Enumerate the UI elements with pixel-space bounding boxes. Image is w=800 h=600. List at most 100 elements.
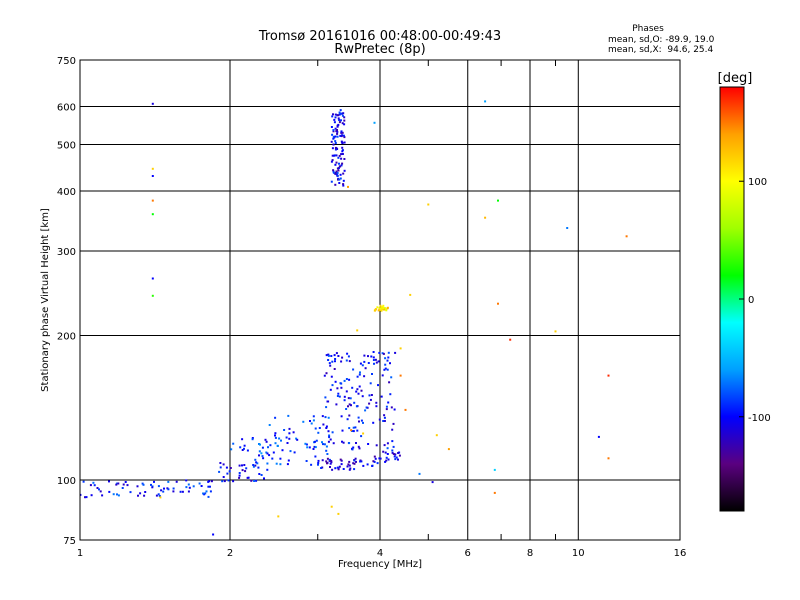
trace-point bbox=[334, 467, 337, 470]
trace-point bbox=[328, 458, 331, 461]
trace-point bbox=[321, 459, 324, 462]
trace-point bbox=[325, 406, 328, 409]
trace-point bbox=[115, 483, 118, 486]
trace-point bbox=[243, 464, 246, 466]
trace-point bbox=[362, 464, 365, 467]
trace-point bbox=[317, 462, 320, 464]
y-tick-label: 600 bbox=[57, 103, 76, 114]
trace-point bbox=[167, 480, 170, 483]
trace-point bbox=[96, 487, 99, 489]
trace-point bbox=[117, 494, 120, 497]
trace-point bbox=[325, 427, 328, 429]
trace-point bbox=[336, 466, 339, 469]
scatter-point bbox=[597, 435, 600, 438]
trace-point bbox=[372, 351, 375, 353]
trace-point bbox=[358, 447, 361, 450]
trace-point bbox=[287, 414, 290, 417]
trace-point bbox=[162, 490, 165, 493]
trace-point bbox=[334, 113, 337, 116]
trace-point bbox=[392, 445, 395, 448]
trace-point bbox=[338, 395, 341, 398]
trace-point bbox=[222, 476, 225, 478]
trace-point bbox=[326, 400, 329, 403]
scatter-point bbox=[356, 329, 359, 332]
trace-point bbox=[268, 454, 271, 457]
trace-point bbox=[342, 183, 345, 186]
trace-point bbox=[202, 492, 205, 495]
trace-point bbox=[351, 386, 354, 389]
trace-point bbox=[337, 117, 340, 120]
scatter-point bbox=[566, 227, 569, 229]
trace-point bbox=[272, 451, 275, 454]
trace-point bbox=[335, 154, 338, 157]
trace-point bbox=[327, 430, 330, 433]
trace-point bbox=[337, 468, 340, 471]
trace-point bbox=[378, 418, 381, 421]
chart-subtitle: RwPretec (8p) bbox=[334, 42, 425, 57]
trace-point bbox=[384, 460, 387, 463]
trace-point bbox=[347, 397, 350, 400]
trace-point bbox=[330, 375, 333, 378]
trace-point bbox=[333, 354, 336, 357]
trace-point bbox=[384, 363, 387, 366]
stats-x-mode: mean, sd,X: 94.6, 25.4 bbox=[608, 45, 714, 55]
trace-point bbox=[320, 467, 323, 469]
trace-point bbox=[343, 116, 346, 119]
trace-point bbox=[330, 355, 333, 357]
scatter-point bbox=[347, 185, 349, 188]
trace-point bbox=[338, 465, 341, 468]
trace-point bbox=[252, 464, 255, 466]
trace-point bbox=[312, 448, 315, 450]
trace-point bbox=[383, 368, 386, 371]
trace-point bbox=[365, 406, 368, 409]
trace-point bbox=[108, 490, 111, 493]
trace-point bbox=[348, 414, 351, 417]
trace-point bbox=[364, 409, 367, 412]
trace-point bbox=[391, 428, 394, 431]
trace-point bbox=[343, 119, 346, 122]
trace-point bbox=[323, 374, 326, 377]
trace-point bbox=[356, 375, 359, 378]
trace-point bbox=[304, 442, 307, 445]
stats-header: Phases bbox=[632, 24, 664, 34]
colorbar-label: [deg] bbox=[718, 71, 753, 86]
scatter-point bbox=[493, 468, 496, 471]
trace-point bbox=[225, 466, 228, 469]
scatter-point bbox=[330, 505, 333, 508]
scatter-point bbox=[497, 199, 499, 202]
trace-point bbox=[358, 373, 361, 376]
trace-point bbox=[325, 460, 328, 463]
scatter-point bbox=[427, 203, 430, 206]
trace-point bbox=[172, 487, 175, 490]
trace-point bbox=[345, 359, 348, 362]
trace-point bbox=[363, 360, 366, 363]
trace-point bbox=[363, 354, 366, 357]
trace-point bbox=[332, 129, 335, 132]
trace-point bbox=[386, 306, 389, 309]
trace-point bbox=[325, 425, 328, 428]
trace-point bbox=[367, 355, 369, 358]
trace-point bbox=[334, 183, 337, 186]
trace-point bbox=[370, 394, 373, 396]
trace-point bbox=[293, 451, 296, 454]
trace-point bbox=[354, 426, 357, 429]
trace-point bbox=[348, 442, 351, 445]
trace-point bbox=[372, 460, 375, 463]
trace-point bbox=[124, 481, 127, 483]
trace-point bbox=[335, 161, 338, 164]
trace-point bbox=[144, 491, 147, 493]
trace-point bbox=[243, 444, 246, 447]
trace-point bbox=[339, 109, 342, 112]
trace-point bbox=[267, 446, 269, 449]
trace-point bbox=[380, 309, 383, 312]
trace-point bbox=[266, 452, 269, 455]
y-axis-label: Stationary phase Virtual Height [km] bbox=[40, 208, 51, 392]
trace-point bbox=[151, 486, 154, 489]
stats-o-mode: mean, sd,O: -89.9, 19.0 bbox=[608, 35, 715, 45]
trace-point bbox=[343, 123, 346, 126]
trace-point bbox=[321, 415, 324, 418]
trace-point bbox=[343, 136, 346, 139]
trace-point bbox=[265, 440, 268, 443]
scatter-point bbox=[447, 448, 450, 451]
trace-point bbox=[377, 309, 380, 312]
